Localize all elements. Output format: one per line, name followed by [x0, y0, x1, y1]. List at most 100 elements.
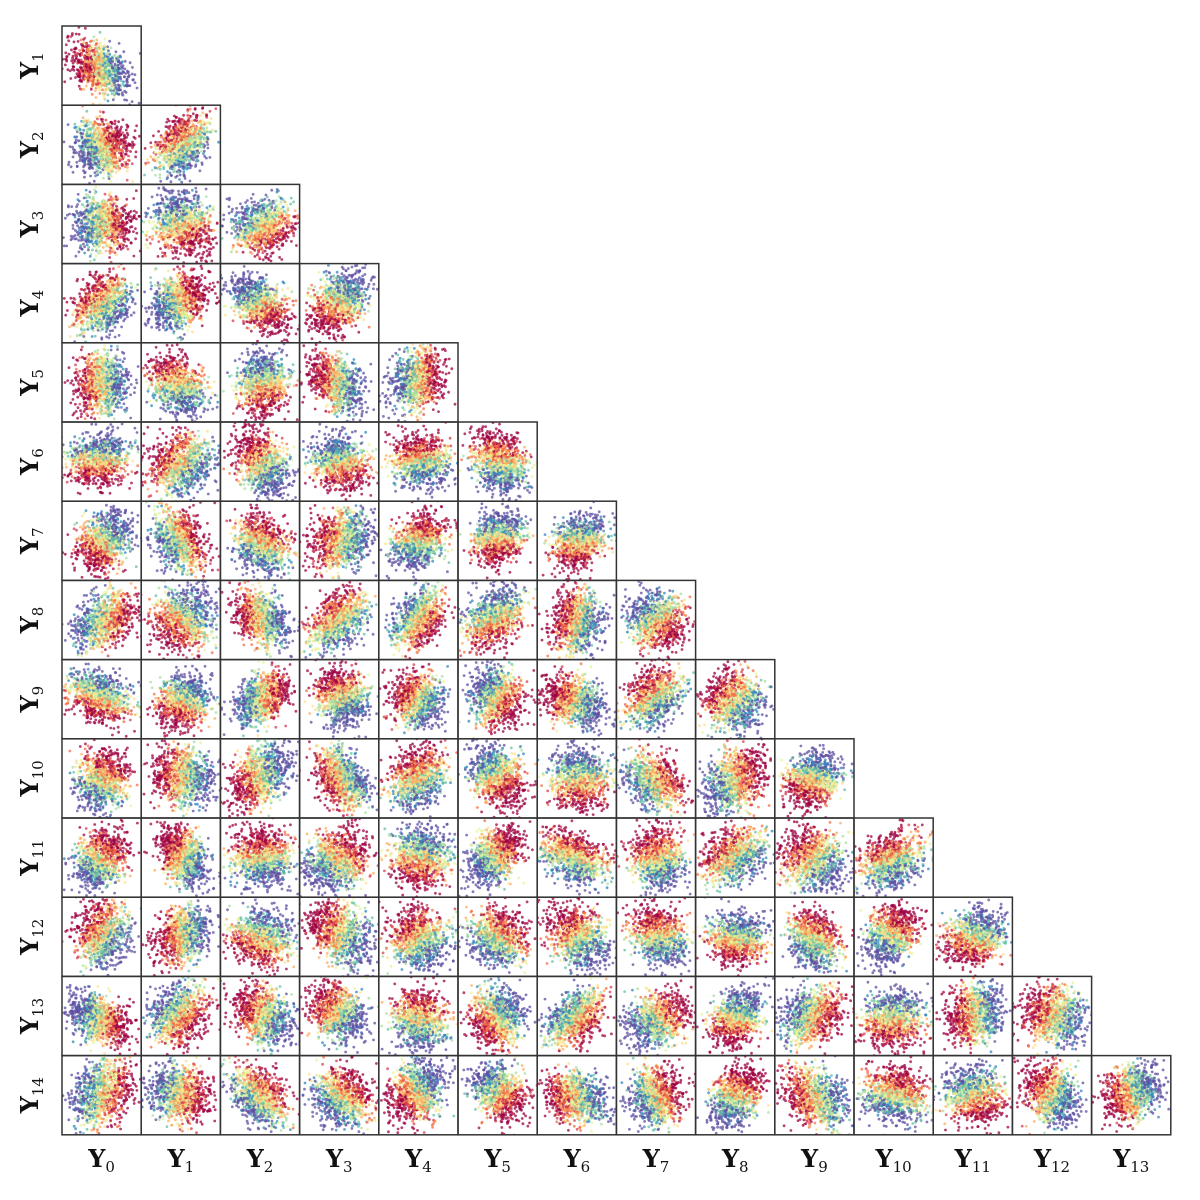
- point: [200, 214, 203, 217]
- point: [177, 160, 180, 163]
- point-cloud: [58, 21, 142, 115]
- point: [97, 224, 100, 227]
- point: [168, 238, 171, 241]
- point: [190, 91, 193, 94]
- point: [88, 135, 91, 138]
- point: [129, 61, 132, 64]
- point: [125, 203, 128, 206]
- point: [103, 84, 106, 87]
- point: [111, 133, 114, 136]
- point: [101, 152, 104, 155]
- point: [135, 151, 138, 154]
- point: [92, 143, 95, 146]
- point: [92, 123, 95, 126]
- point: [94, 73, 97, 76]
- point: [192, 133, 195, 136]
- point: [173, 154, 176, 157]
- point: [168, 192, 171, 195]
- point: [157, 255, 160, 258]
- point: [110, 125, 113, 128]
- point: [172, 222, 175, 225]
- point: [126, 179, 129, 182]
- point: [111, 56, 114, 59]
- point: [154, 230, 157, 233]
- point: [113, 139, 116, 142]
- point: [197, 135, 200, 138]
- point: [176, 242, 179, 245]
- point: [216, 222, 219, 225]
- point: [92, 81, 95, 84]
- point: [203, 150, 206, 153]
- point: [176, 144, 179, 147]
- point: [96, 47, 99, 50]
- point: [96, 86, 99, 89]
- point: [110, 140, 113, 143]
- point: [208, 248, 211, 251]
- point: [203, 133, 206, 136]
- point: [122, 80, 125, 83]
- point: [164, 188, 167, 191]
- point: [127, 125, 130, 128]
- point: [164, 203, 167, 206]
- point: [98, 205, 101, 208]
- point: [185, 189, 188, 192]
- point: [184, 220, 187, 223]
- point: [152, 204, 155, 207]
- point: [95, 205, 98, 208]
- point: [154, 166, 157, 169]
- point: [99, 44, 102, 47]
- point: [70, 235, 73, 238]
- point: [99, 110, 102, 113]
- point: [135, 218, 138, 221]
- point: [186, 133, 189, 136]
- point: [107, 49, 110, 52]
- point: [80, 39, 83, 42]
- point: [87, 217, 90, 220]
- point: [117, 131, 120, 134]
- point: [117, 211, 120, 214]
- panel-r1-c0: [58, 21, 142, 115]
- point: [126, 81, 129, 84]
- point: [116, 247, 119, 250]
- point: [107, 107, 110, 110]
- point: [94, 233, 97, 236]
- point: [90, 68, 93, 71]
- point: [77, 40, 80, 43]
- point: [171, 144, 174, 147]
- point: [180, 230, 183, 233]
- point: [132, 197, 135, 200]
- point: [89, 121, 92, 124]
- point: [104, 217, 107, 220]
- point: [85, 189, 88, 192]
- point: [102, 246, 105, 249]
- point: [201, 106, 204, 109]
- point: [126, 163, 129, 166]
- point: [84, 222, 87, 225]
- point: [68, 53, 71, 56]
- point: [160, 211, 163, 214]
- point: [94, 162, 97, 165]
- point: [99, 42, 102, 45]
- point: [75, 33, 78, 36]
- point: [96, 118, 99, 121]
- point: [210, 243, 213, 246]
- point: [214, 236, 217, 239]
- point: [90, 45, 93, 48]
- point: [121, 83, 124, 86]
- point: [111, 197, 114, 200]
- point: [177, 190, 180, 193]
- point: [205, 188, 208, 191]
- point: [174, 140, 177, 143]
- point: [99, 123, 102, 126]
- point: [97, 252, 100, 255]
- point: [160, 227, 163, 230]
- point: [94, 244, 97, 247]
- point: [159, 173, 162, 176]
- point: [115, 142, 118, 145]
- point: [177, 193, 180, 196]
- point: [168, 219, 171, 222]
- point: [182, 210, 185, 213]
- point: [111, 230, 114, 233]
- point: [104, 149, 107, 152]
- point: [196, 155, 199, 158]
